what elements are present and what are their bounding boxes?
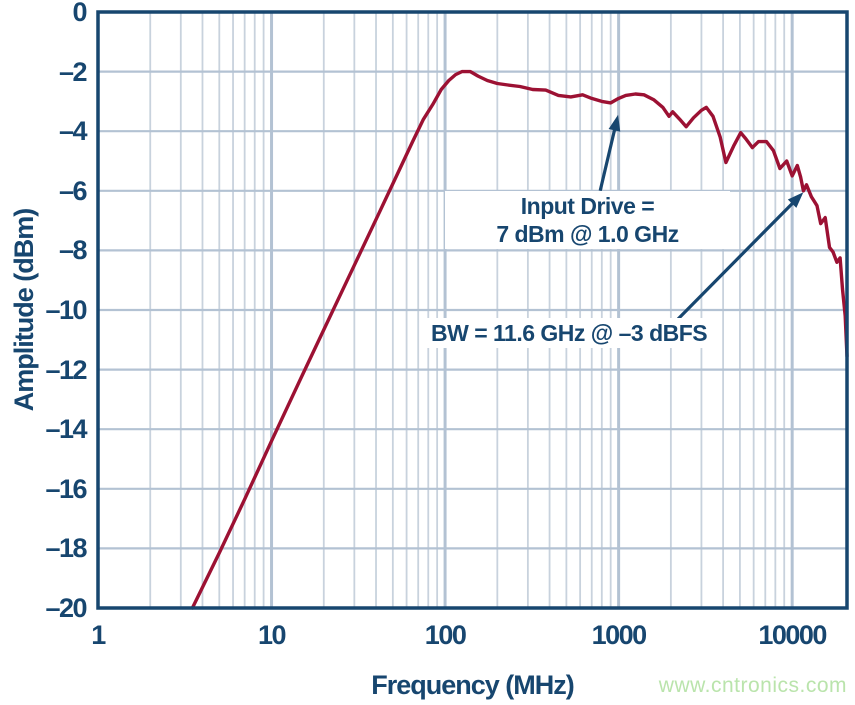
x-tick-label: 10 — [258, 620, 287, 650]
watermark: www.cntronics.com — [658, 674, 847, 697]
y-tick-label: –14 — [45, 414, 87, 445]
series-amplitude-response — [190, 69, 849, 610]
x-tick-label: 1000 — [591, 620, 648, 650]
y-tick-label: –8 — [58, 235, 88, 266]
annotation-input-drive: Input Drive = 7 dBm @ 1.0 GHz — [445, 191, 730, 249]
y-tick-label: –10 — [45, 295, 87, 325]
y-tick-label: –4 — [58, 116, 88, 147]
y-tick-label: –12 — [45, 354, 87, 385]
x-tick-label: 10000 — [758, 620, 827, 650]
x-tick-label: 1 — [91, 620, 106, 650]
y-tick-label: –6 — [58, 175, 88, 206]
y-tick-label: –20 — [45, 593, 87, 623]
annotation-arrow-line — [676, 199, 797, 321]
annotation-arrowhead — [787, 192, 804, 208]
x-axis-title: Frequency (MHz) — [371, 670, 575, 700]
annotation-arrowhead — [608, 114, 621, 132]
y-tick-label: –16 — [45, 473, 87, 504]
y-tick-label: 0 — [72, 0, 87, 27]
y-tick-label: –18 — [45, 533, 87, 564]
annotation-input-drive-line1: Input Drive = — [520, 193, 655, 219]
y-tick-label: –2 — [58, 56, 88, 87]
annotation-bandwidth: BW = 11.6 GHz @ –3 dBFS — [425, 318, 714, 348]
annotation-arrow-line — [598, 126, 617, 192]
y-axis-title: Amplitude (dBm) — [9, 208, 39, 412]
plot-frame — [96, 10, 849, 610]
x-tick-label: 100 — [424, 620, 467, 650]
annotation-input-drive-line2: 7 dBm @ 1.0 GHz — [496, 221, 679, 247]
